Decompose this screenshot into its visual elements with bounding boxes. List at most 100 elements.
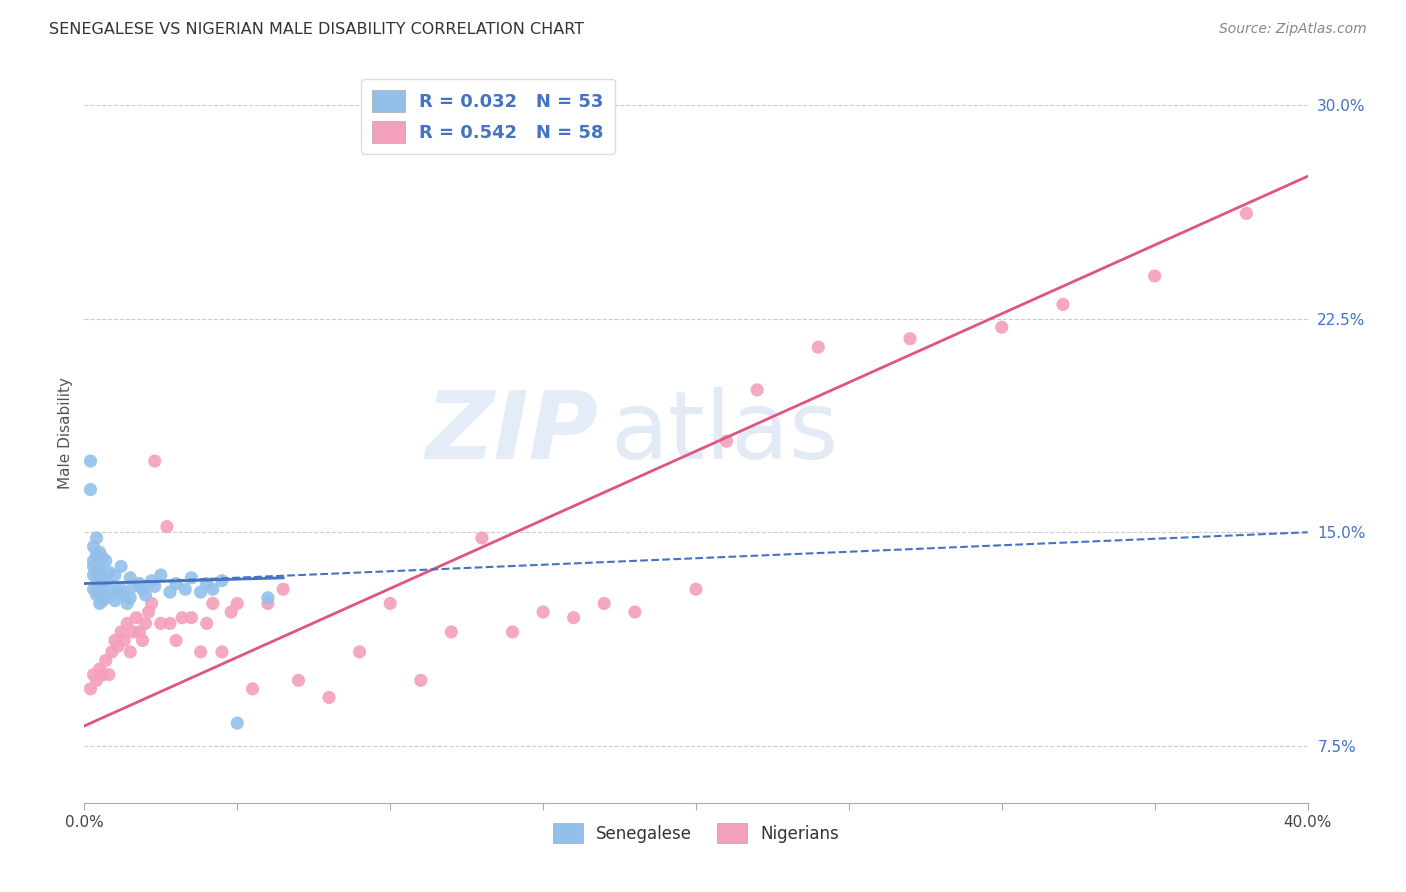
Point	[409, 673, 432, 688]
Point	[97, 588, 120, 602]
Point	[83, 667, 105, 681]
Point	[104, 593, 127, 607]
Point	[562, 610, 585, 624]
Point	[128, 624, 150, 639]
Point	[125, 610, 148, 624]
Point	[120, 645, 142, 659]
Point	[180, 610, 202, 624]
Point	[97, 565, 120, 579]
Point	[135, 588, 157, 602]
Point	[91, 582, 114, 597]
Point	[89, 562, 111, 576]
Point	[89, 585, 111, 599]
Text: Source: ZipAtlas.com: Source: ZipAtlas.com	[1219, 22, 1367, 37]
Point	[86, 548, 108, 562]
Point	[101, 579, 124, 593]
Point	[159, 585, 181, 599]
Point	[83, 559, 105, 574]
Point	[685, 582, 707, 597]
Point	[531, 605, 554, 619]
Point	[1143, 268, 1166, 283]
Point	[91, 667, 114, 681]
Point	[271, 582, 294, 597]
Point	[91, 593, 114, 607]
Point	[149, 616, 172, 631]
Point	[94, 554, 117, 568]
Point	[747, 383, 769, 397]
Point	[89, 597, 111, 611]
Text: ZIP: ZIP	[425, 386, 598, 479]
Point	[165, 633, 187, 648]
Point	[257, 597, 280, 611]
Point	[86, 673, 108, 688]
Point	[86, 565, 108, 579]
Point	[120, 571, 142, 585]
Point	[143, 454, 166, 468]
Point	[1052, 297, 1074, 311]
Point	[89, 662, 111, 676]
Point	[104, 568, 127, 582]
Point	[122, 579, 145, 593]
Point	[143, 579, 166, 593]
Point	[624, 605, 647, 619]
Point	[122, 624, 145, 639]
Point	[104, 633, 127, 648]
Point	[131, 633, 153, 648]
Point	[991, 320, 1014, 334]
Point	[79, 483, 101, 497]
Point	[83, 582, 105, 597]
Point	[107, 585, 129, 599]
Point	[226, 716, 249, 731]
Point	[110, 624, 132, 639]
Point	[89, 545, 111, 559]
Point	[141, 574, 163, 588]
Point	[201, 597, 224, 611]
Point	[86, 588, 108, 602]
Point	[211, 574, 233, 588]
Point	[349, 645, 371, 659]
Point	[135, 616, 157, 631]
Point	[380, 597, 402, 611]
Point	[318, 690, 340, 705]
Point	[242, 681, 264, 696]
Point	[131, 582, 153, 597]
Point	[165, 576, 187, 591]
Point	[83, 540, 105, 554]
Point	[91, 568, 114, 582]
Point	[110, 559, 132, 574]
Point	[287, 673, 309, 688]
Point	[201, 582, 224, 597]
Point	[94, 653, 117, 667]
Point	[86, 576, 108, 591]
Point	[172, 610, 194, 624]
Point	[716, 434, 738, 449]
Point	[86, 531, 108, 545]
Point	[120, 591, 142, 605]
Point	[180, 571, 202, 585]
Point	[1236, 206, 1258, 220]
Point	[211, 645, 233, 659]
Point	[149, 568, 172, 582]
Point	[807, 340, 830, 354]
Point	[115, 616, 138, 631]
Point	[89, 574, 111, 588]
Point	[593, 597, 616, 611]
Point	[502, 624, 524, 639]
Text: atlas: atlas	[610, 386, 838, 479]
Point	[141, 597, 163, 611]
Point	[159, 616, 181, 631]
Point	[195, 576, 218, 591]
Point	[83, 554, 105, 568]
Point	[112, 633, 135, 648]
Point	[190, 645, 212, 659]
Point	[79, 454, 101, 468]
Point	[79, 681, 101, 696]
Point	[195, 616, 218, 631]
Point	[94, 574, 117, 588]
Point	[226, 597, 249, 611]
Point	[471, 531, 494, 545]
Point	[110, 582, 132, 597]
Point	[257, 591, 280, 605]
Text: SENEGALESE VS NIGERIAN MALE DISABILITY CORRELATION CHART: SENEGALESE VS NIGERIAN MALE DISABILITY C…	[49, 22, 585, 37]
Point	[190, 585, 212, 599]
